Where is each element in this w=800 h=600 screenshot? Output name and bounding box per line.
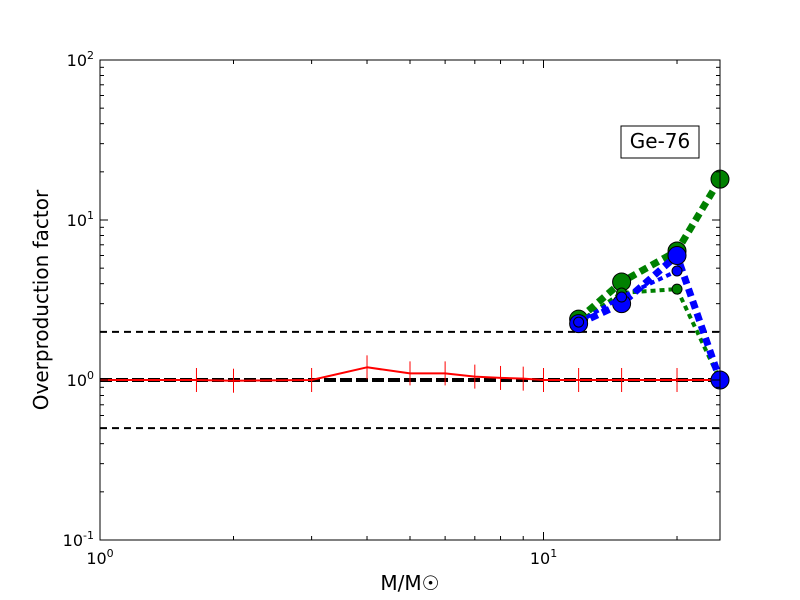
data-series <box>99 169 730 393</box>
data-point <box>671 265 683 277</box>
y-axis-label: Overproduction factor <box>29 189 53 410</box>
y-tick-label: 101 <box>67 209 94 230</box>
data-point <box>573 316 585 328</box>
data-point <box>667 245 687 265</box>
data-point <box>616 291 628 303</box>
series-line-2 <box>577 287 722 381</box>
y-tick-label: 102 <box>67 49 94 70</box>
series-line-1 <box>576 177 724 322</box>
axis-ticks <box>99 59 720 541</box>
data-point <box>671 283 683 295</box>
series-line-3 <box>577 252 724 382</box>
x-axis-label: M/M☉ <box>380 571 439 595</box>
y-tick-label: 10-1 <box>63 529 94 550</box>
y-tick-label: 100 <box>67 369 94 390</box>
annotation-label: Ge-76 <box>630 129 690 153</box>
annotation-box: Ge-76 <box>620 125 700 159</box>
x-tick-label: 100 <box>86 547 113 568</box>
x-tick-label: 101 <box>530 547 557 568</box>
